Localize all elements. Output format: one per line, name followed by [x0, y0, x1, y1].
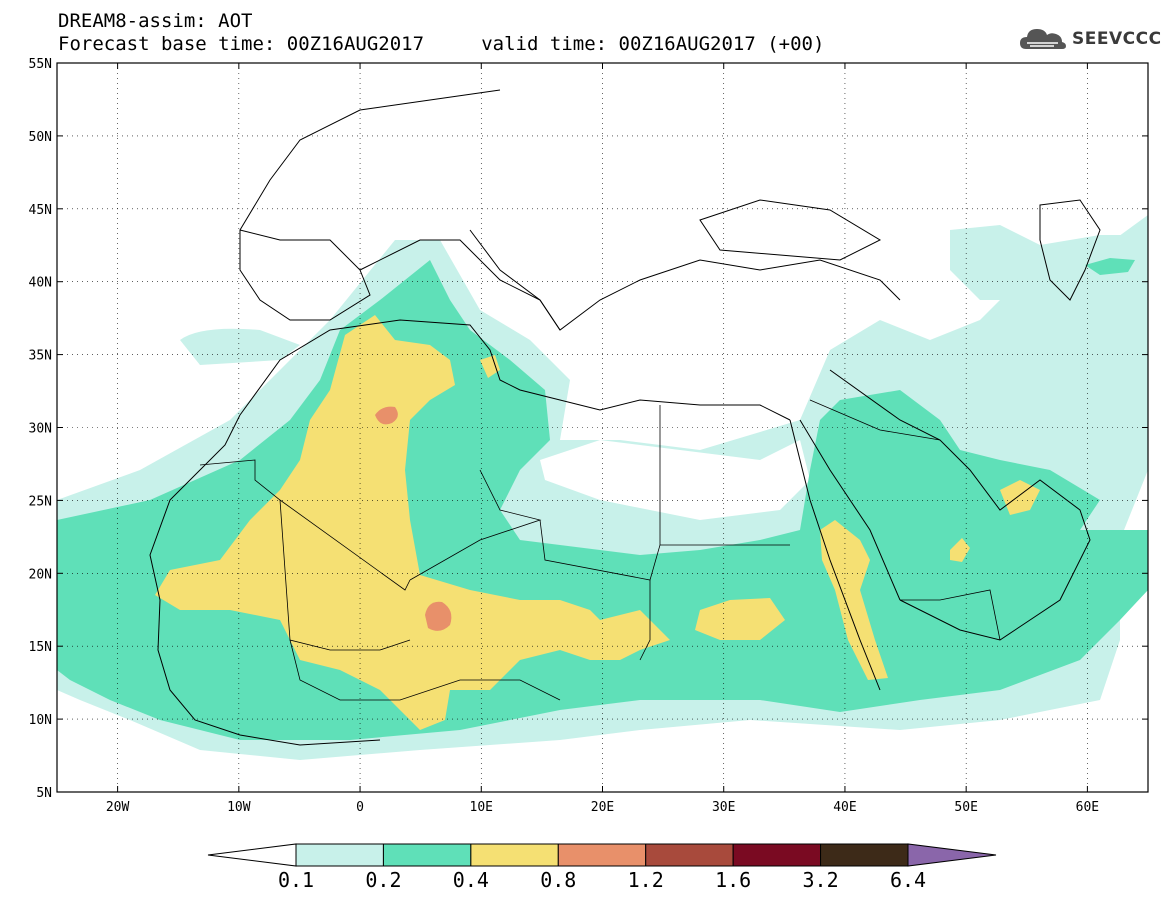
colorbar-label: 0.1 [278, 868, 314, 892]
border-sahel [289, 639, 561, 701]
colorbar-label: 1.6 [715, 868, 751, 892]
cloud-icon [1020, 29, 1066, 49]
longitude-labels: 20W 10W 0 10E 20E 30E 40E 50E 60E [106, 800, 1099, 815]
coastline-north-africa [239, 319, 791, 421]
lon-label: 30E [712, 800, 735, 815]
graticule [57, 63, 1148, 792]
lon-label: 0 [356, 800, 364, 815]
coastline-italy [469, 229, 561, 331]
border-mali-algeria [279, 499, 411, 651]
colorbar-min-arrow [207, 843, 297, 867]
aot-band-0.4 [155, 315, 670, 730]
lat-label: 40N [29, 276, 52, 291]
lon-label: 10W [227, 800, 251, 815]
coastline-iberia [239, 229, 371, 321]
lat-label: 5N [36, 786, 52, 801]
lat-label: 35N [29, 349, 52, 364]
country-borders [199, 399, 1001, 701]
coastline-caspian [1039, 199, 1101, 301]
lon-label: 60E [1076, 800, 1099, 815]
latitude-labels: 55N 50N 45N 40N 35N 30N 25N 20N 15N 10N 5N [29, 57, 52, 801]
lat-label: 10N [29, 713, 52, 728]
brand-name: SEEVCCC [1072, 29, 1162, 49]
colorbar-segment [820, 843, 909, 867]
lon-label: 20W [106, 800, 130, 815]
aot-field [57, 215, 1148, 760]
aot-patch-0.4-redsea [820, 520, 888, 680]
colorbar [207, 843, 997, 867]
lat-label: 50N [29, 130, 52, 145]
lon-label: 20E [591, 800, 614, 815]
aot-patch-0.1-west [180, 328, 300, 365]
coastline-west-africa [149, 414, 381, 746]
colorbar-max-arrow [907, 843, 997, 867]
border-chad-sudan [639, 544, 790, 661]
coastline-arabia [829, 369, 1091, 641]
colorbar-segment [382, 843, 472, 867]
colorbar-labels: 0.1 0.2 0.4 0.8 1.2 1.6 3.2 6.4 [278, 868, 926, 892]
border-sahara-west [199, 459, 411, 591]
axis-ticks [57, 62, 1148, 793]
aot-patch-0.4-uae [1000, 480, 1040, 515]
colorbar-segment [557, 843, 647, 867]
aot-patch-0.4-tunisia [480, 355, 500, 378]
aot-patch-0.1-east [950, 225, 1148, 320]
lat-label: 20N [29, 567, 52, 582]
aot-patch-0.8-algeria [375, 406, 398, 425]
aot-patch-0.2-caspian [1085, 258, 1135, 275]
coastlines [149, 89, 1101, 746]
aot-patch-0.4-arabia [950, 538, 970, 562]
colorbar-label: 1.2 [628, 868, 664, 892]
colorbar-label: 6.4 [890, 868, 926, 892]
aot-patch-0.8-niger [425, 601, 452, 631]
map-title: DREAM8-assim: AOT [58, 10, 253, 32]
colorbar-segment [645, 843, 734, 867]
coastline-red-sea [789, 419, 901, 691]
lat-label: 45N [29, 203, 52, 218]
lat-label: 30N [29, 422, 52, 437]
lat-label: 15N [29, 640, 52, 655]
lon-label: 10E [470, 800, 493, 815]
colorbar-label: 0.8 [540, 868, 576, 892]
aot-clear-area [540, 440, 810, 520]
aot-patch-0.4-sudan [695, 598, 785, 640]
coastline-europe [239, 89, 901, 331]
colorbar-segment [732, 843, 822, 867]
colorbar-label: 0.4 [453, 868, 489, 892]
seevccc-logo: SEEVCCC [1018, 24, 1162, 54]
colorbar-segment [295, 843, 384, 867]
lon-label: 40E [833, 800, 856, 815]
colorbar-label: 3.2 [803, 868, 839, 892]
colorbar-segment [470, 843, 559, 867]
lat-label: 55N [29, 57, 52, 72]
border-niger-chad [409, 469, 542, 581]
coastline-black-sea [699, 199, 882, 261]
lat-label: 25N [29, 494, 52, 509]
forecast-time-line: Forecast base time: 00Z16AUG2017 valid t… [58, 33, 825, 55]
border-arabia [809, 399, 1001, 641]
lon-label: 50E [954, 800, 977, 815]
colorbar-label: 0.2 [365, 868, 401, 892]
